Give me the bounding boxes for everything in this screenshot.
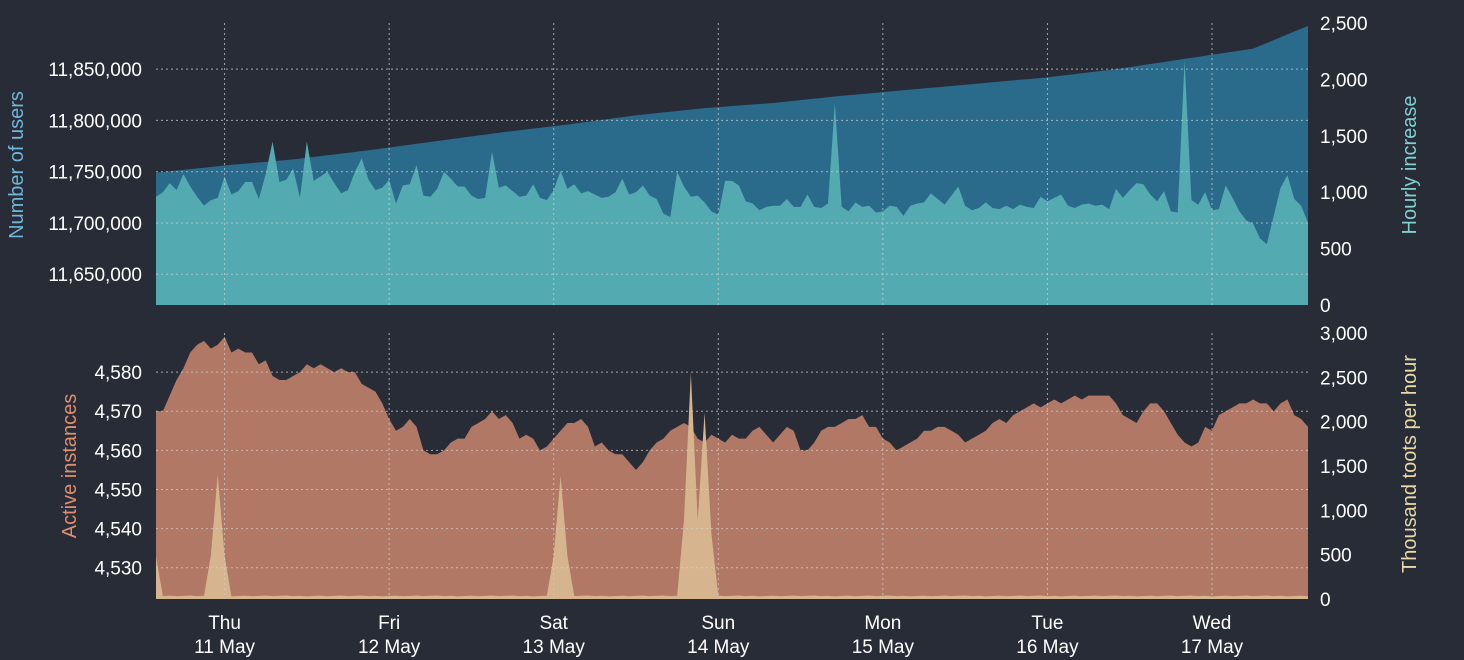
x-tick-date: 14 May xyxy=(687,637,750,658)
x-tick-date: 17 May xyxy=(1181,637,1244,658)
x-tick-day: Mon xyxy=(864,613,901,634)
x-tick-day: Sun xyxy=(701,613,735,634)
instances-tick-label: 4,530 xyxy=(94,559,142,580)
hourly-axis-title: Hourly increase xyxy=(1399,96,1421,235)
x-tick-date: 12 May xyxy=(358,637,421,658)
users-tick-label: 11,850,000 xyxy=(48,60,142,81)
hourly-tick-label: 0 xyxy=(1320,296,1331,317)
instances-tick-label: 4,560 xyxy=(94,441,142,462)
instances-axis-title: Active instances xyxy=(59,394,81,539)
users-tick-label: 11,700,000 xyxy=(48,214,142,235)
hourly-tick-label: 500 xyxy=(1320,240,1352,261)
toots-tick-label: 2,000 xyxy=(1320,413,1368,434)
toots-tick-label: 2,500 xyxy=(1320,368,1368,389)
x-tick-day: Tue xyxy=(1031,613,1063,634)
x-tick-date: 15 May xyxy=(852,637,915,658)
toots-axis-title: Thousand toots per hour xyxy=(1399,355,1421,573)
hourly-tick-label: 1,500 xyxy=(1320,127,1368,148)
instances-tick-label: 4,550 xyxy=(94,480,142,501)
active-instances-area xyxy=(156,336,1308,599)
toots-tick-label: 500 xyxy=(1320,546,1352,567)
toots-tick-label: 1,000 xyxy=(1320,501,1368,522)
instances-tick-label: 4,540 xyxy=(94,520,142,541)
x-tick-day: Sat xyxy=(539,613,568,634)
x-tick-date: 13 May xyxy=(523,637,586,658)
top-panel: 11,650,000 11,700,000 11,750,000 11,800,000… xyxy=(48,14,1367,317)
users-axis-title: Number of users xyxy=(6,91,28,239)
users-tick-label: 11,650,000 xyxy=(48,265,142,286)
toots-tick-label: 1,500 xyxy=(1320,457,1368,478)
users-tick-label: 11,750,000 xyxy=(48,163,142,184)
hourly-tick-label: 1,000 xyxy=(1320,183,1368,204)
toots-tick-label: 0 xyxy=(1320,590,1331,611)
hourly-increase-area xyxy=(156,60,1308,305)
instances-tick-label: 4,580 xyxy=(94,363,142,384)
x-tick-day: Fri xyxy=(378,613,400,634)
x-tick-date: 16 May xyxy=(1016,637,1079,658)
x-tick-date: 11 May xyxy=(194,637,255,658)
x-tick-day: Wed xyxy=(1193,613,1232,634)
x-axis: Thu 11 May Fri 12 May Sat 13 May Sun 14 May Mon 1… xyxy=(194,23,1244,658)
hourly-tick-label: 2,500 xyxy=(1320,14,1368,35)
hourly-tick-label: 2,000 xyxy=(1320,70,1368,91)
users-tick-label: 11,800,000 xyxy=(48,111,142,132)
bottom-panel: 4,530 4,540 4,550 4,560 4,570 4,580 0 500 1,000 1… xyxy=(94,324,1367,611)
instances-tick-label: 4,570 xyxy=(94,402,142,423)
toots-tick-label: 3,000 xyxy=(1320,324,1368,345)
x-tick-day: Thu xyxy=(208,613,241,634)
